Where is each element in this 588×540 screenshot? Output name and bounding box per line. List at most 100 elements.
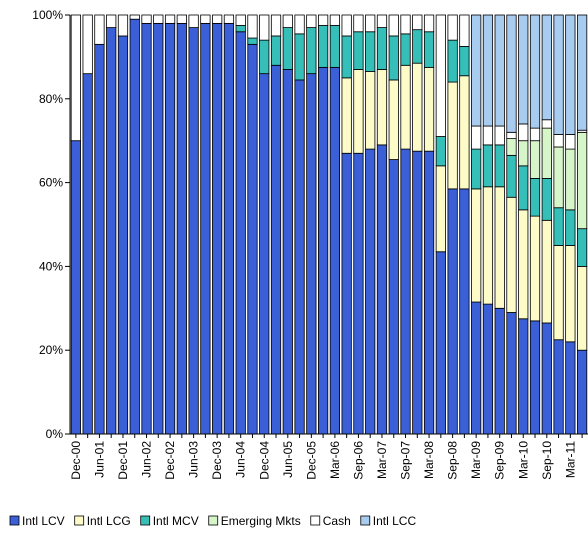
bar-segment — [259, 14, 270, 41]
bar-segment — [117, 35, 129, 435]
bar-segment — [270, 35, 282, 66]
bar-segment — [459, 188, 470, 435]
bar-segment — [529, 178, 541, 217]
bar-segment — [506, 131, 517, 140]
x-tick-label: Dec-03 — [210, 441, 224, 480]
x-tick-label: Sep-07 — [399, 441, 413, 480]
bar-segment — [482, 144, 494, 188]
bar-segment — [212, 14, 223, 24]
bar-segment — [306, 14, 317, 28]
bar-segment — [494, 186, 505, 309]
bar-segment — [341, 35, 352, 79]
bar-segment — [506, 312, 517, 435]
bar-segment — [376, 27, 388, 70]
bar-segment — [365, 31, 376, 72]
bar-segment — [435, 14, 446, 137]
bar-segment — [577, 131, 588, 230]
bar-segment — [353, 69, 364, 154]
legend-swatch — [360, 515, 371, 526]
bar-segment — [447, 39, 458, 83]
bar-segment — [459, 75, 470, 190]
bar-segment — [294, 14, 305, 35]
bar-segment — [247, 14, 258, 39]
bar-segment — [577, 265, 588, 351]
x-tick-label: Dec-04 — [257, 441, 271, 480]
bar-segment — [353, 31, 364, 70]
bar-segment — [318, 14, 329, 26]
bar-segment — [376, 144, 388, 435]
bar-segment — [482, 186, 494, 305]
bar-segment — [471, 125, 482, 150]
bar-segment — [365, 14, 376, 33]
bar-segment — [365, 148, 376, 435]
bar-segment — [577, 228, 588, 267]
bar-segment — [400, 33, 411, 66]
bar-segment — [341, 77, 352, 154]
bar-segment — [518, 14, 529, 125]
bar-segment — [376, 14, 388, 28]
bar-segment — [423, 66, 435, 152]
bar-segment — [106, 14, 117, 28]
x-tick-label: Dec-02 — [163, 441, 177, 480]
bar-segment — [541, 119, 552, 129]
bar-segment — [541, 219, 552, 324]
bar-segment — [541, 14, 552, 121]
bar-segment — [518, 140, 529, 167]
bar-segment — [270, 64, 282, 435]
x-tick-label: Mar-09 — [469, 441, 483, 479]
bar-segment — [412, 150, 423, 435]
y-tick-label: 0% — [46, 427, 64, 441]
x-tick-label: Mar-11 — [563, 441, 577, 478]
bar-segment — [282, 14, 293, 28]
bar-segment — [294, 33, 305, 81]
bar-segment — [353, 152, 364, 435]
bar-segment — [129, 18, 140, 435]
bar-segment — [247, 43, 258, 435]
bar-segment — [577, 14, 588, 131]
bar-segment — [553, 245, 564, 341]
bar-segment — [235, 31, 246, 435]
bar-segment — [329, 14, 340, 26]
bar-segment — [400, 64, 411, 150]
bar-segment — [294, 79, 305, 435]
x-tick-label: Sep-09 — [493, 441, 507, 480]
bar-segment — [353, 14, 364, 33]
bar-segment — [388, 35, 399, 81]
bar-segment — [176, 14, 187, 24]
bar-segment — [94, 43, 105, 435]
x-tick-label: Dec-00 — [69, 441, 83, 480]
bar-segment — [200, 14, 211, 24]
bar-segment — [506, 138, 517, 156]
x-tick-label: Dec-01 — [116, 441, 130, 480]
bar-segment — [529, 14, 541, 129]
x-tick-label: Jun-01 — [92, 441, 106, 478]
bar-segment — [412, 62, 423, 152]
bar-segment — [494, 307, 505, 435]
y-tick-label: 100% — [32, 8, 63, 22]
bar-segment — [506, 154, 517, 198]
bar-segment — [412, 29, 423, 64]
bar-segment — [259, 39, 270, 75]
bar-segment — [388, 14, 399, 37]
bar-segment — [329, 25, 340, 68]
bar-segment — [376, 69, 388, 146]
bar-segment — [400, 14, 411, 35]
bar-segment — [153, 22, 164, 435]
bar-segment — [388, 79, 399, 160]
bar-segment — [553, 14, 564, 135]
bar-segment — [70, 14, 81, 142]
bar-segment — [494, 14, 505, 127]
bar-segment — [94, 14, 105, 45]
x-tick-label: Jun-05 — [281, 441, 295, 478]
bar-segment — [553, 146, 564, 209]
y-tick-label: 20% — [39, 343, 63, 357]
legend-label: Emerging Mkts — [221, 514, 301, 528]
bar-segment — [577, 349, 588, 435]
bar-segment — [518, 123, 529, 142]
bar-segment — [553, 134, 564, 148]
bar-segment — [282, 69, 293, 435]
bar-segment — [553, 339, 564, 435]
bar-segment — [176, 22, 187, 435]
bar-segment — [212, 22, 223, 435]
bar-segment — [259, 73, 270, 435]
